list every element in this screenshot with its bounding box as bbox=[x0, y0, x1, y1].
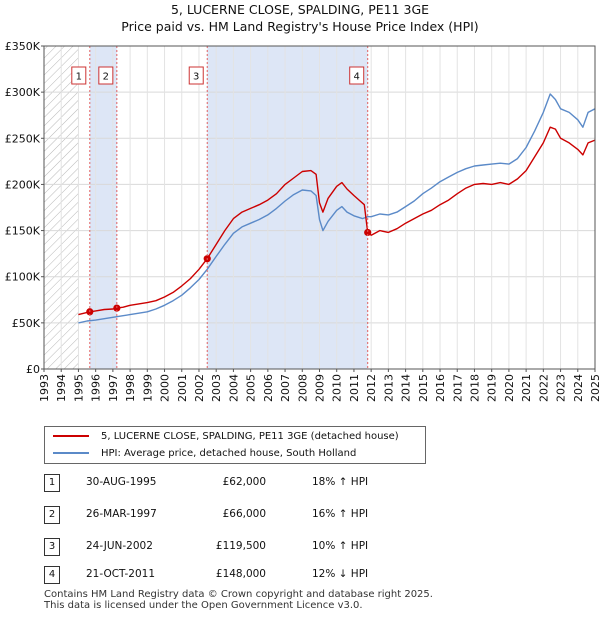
x-tick-label: 1994 bbox=[55, 374, 68, 402]
footer: Contains HM Land Registry data © Crown c… bbox=[44, 589, 433, 611]
transaction-hpi-diff: 12% ↓ HPI bbox=[312, 568, 369, 580]
x-tick-label: 2025 bbox=[589, 374, 600, 402]
x-tick-label: 1999 bbox=[141, 374, 154, 402]
transaction-date: 30-AUG-1995 bbox=[86, 476, 157, 488]
sale-marker-box bbox=[349, 66, 365, 85]
x-tick-label: 2017 bbox=[451, 374, 464, 402]
transaction-row: 1 30-AUG-1995 £62,000 18% ↑ HPI bbox=[0, 474, 600, 494]
x-tick-label: 1993 bbox=[38, 374, 51, 402]
x-tick-label: 2002 bbox=[193, 374, 206, 402]
ownership-period-shade bbox=[89, 46, 117, 369]
x-tick-label: 1995 bbox=[72, 374, 85, 402]
x-tick-label: 2005 bbox=[245, 374, 258, 402]
x-tick-label: 2011 bbox=[348, 374, 361, 402]
sale-marker-label: 4 bbox=[354, 72, 360, 83]
transaction-price: £62,000 bbox=[222, 476, 266, 488]
x-tick-label: 2014 bbox=[400, 374, 413, 402]
x-tick-label: 2008 bbox=[296, 374, 309, 402]
x-tick-label: 2000 bbox=[159, 374, 172, 402]
transaction-number: 2 bbox=[44, 506, 60, 524]
y-tick-label: £100K bbox=[5, 271, 41, 284]
x-tick-label: 2004 bbox=[227, 374, 240, 402]
transaction-row: 2 26-MAR-1997 £66,000 16% ↑ HPI bbox=[0, 506, 600, 526]
x-tick-label: 1998 bbox=[124, 374, 137, 402]
x-tick-label: 2001 bbox=[176, 374, 189, 402]
transaction-row: 3 24-JUN-2002 £119,500 10% ↑ HPI bbox=[0, 538, 600, 558]
sale-point bbox=[364, 228, 372, 237]
transaction-number: 3 bbox=[44, 538, 60, 556]
chart-subtitle: Price paid vs. HM Land Registry's House … bbox=[121, 19, 479, 34]
x-tick-label: 1997 bbox=[107, 374, 120, 402]
legend-swatch-hpi bbox=[53, 452, 89, 454]
footer-line-2: This data is licensed under the Open Gov… bbox=[44, 600, 363, 611]
legend: 5, LUCERNE CLOSE, SPALDING, PE11 3GE (de… bbox=[44, 426, 426, 464]
transaction-hpi-diff: 10% ↑ HPI bbox=[312, 540, 369, 552]
x-tick-label: 2009 bbox=[314, 374, 327, 402]
transaction-date: 21-OCT-2011 bbox=[86, 568, 155, 580]
transaction-hpi-diff: 18% ↑ HPI bbox=[312, 476, 369, 488]
x-tick-label: 2013 bbox=[382, 374, 395, 402]
x-tick-label: 2021 bbox=[520, 374, 533, 402]
chart-title: 5, LUCERNE CLOSE, SPALDING, PE11 3GE bbox=[170, 2, 430, 17]
transaction-date: 26-MAR-1997 bbox=[86, 508, 157, 520]
x-tick-label: 1996 bbox=[90, 374, 103, 402]
legend-item-hpi: HPI: Average price, detached house, Sout… bbox=[53, 445, 356, 461]
sale-marker-box bbox=[188, 66, 204, 85]
x-tick-label: 2024 bbox=[572, 374, 585, 402]
y-tick-label: £200K bbox=[5, 178, 41, 191]
x-tick-label: 2018 bbox=[468, 374, 481, 402]
sale-marker-label: 2 bbox=[103, 72, 109, 83]
x-tick-label: 2006 bbox=[262, 374, 275, 402]
price-chart: 1 2 3 4 £0 £50K £100K £150K £200K £250K £300K £350… bbox=[5, 40, 600, 402]
x-tick-label: 2022 bbox=[537, 374, 550, 402]
sale-marker-box bbox=[71, 66, 87, 85]
legend-swatch-property bbox=[53, 435, 89, 437]
sale-marker-label: 3 bbox=[193, 72, 199, 83]
y-tick-label: £0 bbox=[26, 363, 40, 376]
y-tick-label: £250K bbox=[5, 132, 41, 145]
x-tick-label: 2010 bbox=[331, 374, 344, 402]
legend-label-property: 5, LUCERNE CLOSE, SPALDING, PE11 3GE (de… bbox=[101, 430, 399, 442]
y-tick-label: £300K bbox=[5, 86, 41, 99]
legend-label-hpi: HPI: Average price, detached house, Sout… bbox=[101, 447, 357, 459]
transaction-price: £119,500 bbox=[215, 540, 266, 552]
transaction-price: £148,000 bbox=[215, 568, 266, 580]
x-tick-label: 2015 bbox=[417, 374, 430, 402]
transaction-number: 1 bbox=[44, 474, 60, 492]
sale-marker-box bbox=[98, 66, 114, 85]
transaction-date: 24-JUN-2002 bbox=[86, 540, 153, 552]
sale-point bbox=[113, 304, 121, 312]
y-tick-label: £50K bbox=[12, 317, 41, 330]
sale-marker-label: 1 bbox=[76, 72, 82, 83]
transaction-number: 4 bbox=[44, 566, 60, 584]
x-tick-label: 2007 bbox=[279, 374, 292, 402]
y-tick-label: £350K bbox=[5, 40, 41, 53]
x-tick-label: 2023 bbox=[555, 374, 568, 402]
transaction-hpi-diff: 16% ↑ HPI bbox=[312, 508, 369, 520]
x-tick-label: 2019 bbox=[486, 374, 499, 402]
transaction-row: 4 21-OCT-2011 £148,000 12% ↓ HPI bbox=[0, 566, 600, 586]
property-series-line bbox=[78, 126, 595, 316]
x-tick-label: 2016 bbox=[434, 374, 447, 402]
transaction-price: £66,000 bbox=[222, 508, 266, 520]
x-tick-label: 2020 bbox=[503, 374, 516, 402]
hpi-series-line bbox=[78, 93, 595, 324]
footer-line-1: Contains HM Land Registry data © Crown c… bbox=[44, 589, 433, 600]
x-tick-label: 2003 bbox=[210, 374, 223, 402]
x-tick-label: 2012 bbox=[365, 374, 378, 402]
y-tick-label: £150K bbox=[5, 225, 41, 238]
legend-item-property: 5, LUCERNE CLOSE, SPALDING, PE11 3GE (de… bbox=[53, 428, 399, 444]
